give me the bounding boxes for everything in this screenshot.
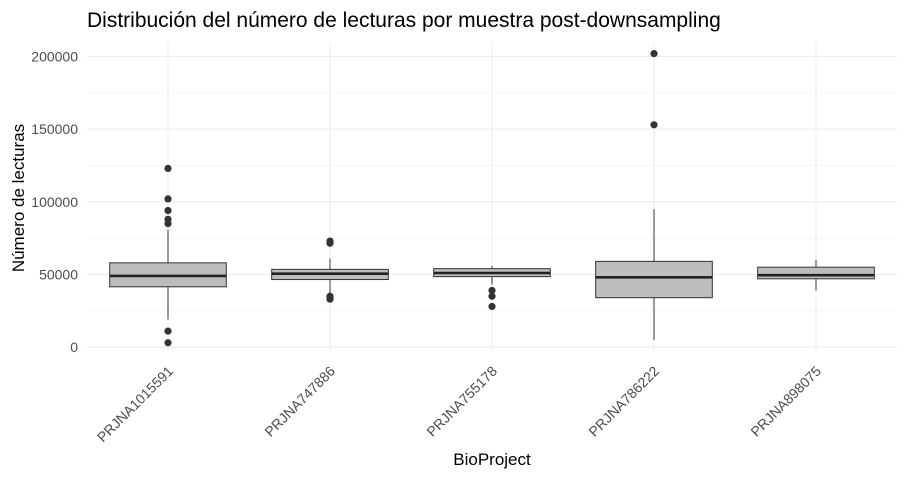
outlier-point	[488, 286, 496, 295]
outlier-point	[164, 164, 172, 172]
x-tick-label: PRJNA747886	[261, 363, 338, 440]
box-PRJNA898075	[757, 259, 875, 291]
outlier-point	[488, 292, 496, 300]
y-tick-label: 50000	[39, 266, 78, 282]
x-tick-label: PRJNA1015591	[94, 363, 176, 445]
box-PRJNA747886	[271, 237, 389, 303]
y-tick-label: 0	[70, 339, 78, 355]
y-tick-label: 100000	[31, 194, 78, 210]
box-PRJNA1015591	[109, 164, 227, 347]
x-tick-label: PRJNA898075	[747, 363, 824, 440]
outlier-point	[326, 239, 334, 247]
y-axis-title: Número de lecturas	[9, 124, 28, 272]
y-axis-ticks: 0 50000 100000 150000 200000	[31, 49, 78, 356]
outlier-point	[164, 339, 172, 347]
box-PRJNA786222	[595, 50, 713, 340]
y-tick-label: 150000	[31, 121, 78, 137]
outlier-point	[164, 327, 172, 335]
box-iqr	[757, 266, 875, 280]
box-iqr	[595, 260, 713, 299]
y-tick-label: 200000	[31, 49, 78, 65]
outlier-point	[164, 206, 172, 215]
x-tick-label: PRJNA755178	[423, 363, 500, 440]
chart-title: Distribución del número de lecturas por …	[87, 9, 721, 32]
outlier-point	[650, 121, 658, 129]
outlier-point	[326, 295, 334, 303]
x-axis-ticks: PRJNA1015591 PRJNA747886 PRJNA755178 PRJNA7…	[94, 363, 824, 445]
outlier-point	[650, 50, 658, 58]
outlier-point	[164, 195, 172, 203]
x-axis-title: BioProject	[453, 450, 531, 469]
x-tick-label: PRJNA786222	[585, 363, 662, 440]
boxes	[109, 50, 875, 347]
outlier-point	[164, 220, 172, 228]
outlier-point	[488, 302, 496, 311]
box-PRJNA755178	[433, 265, 551, 311]
